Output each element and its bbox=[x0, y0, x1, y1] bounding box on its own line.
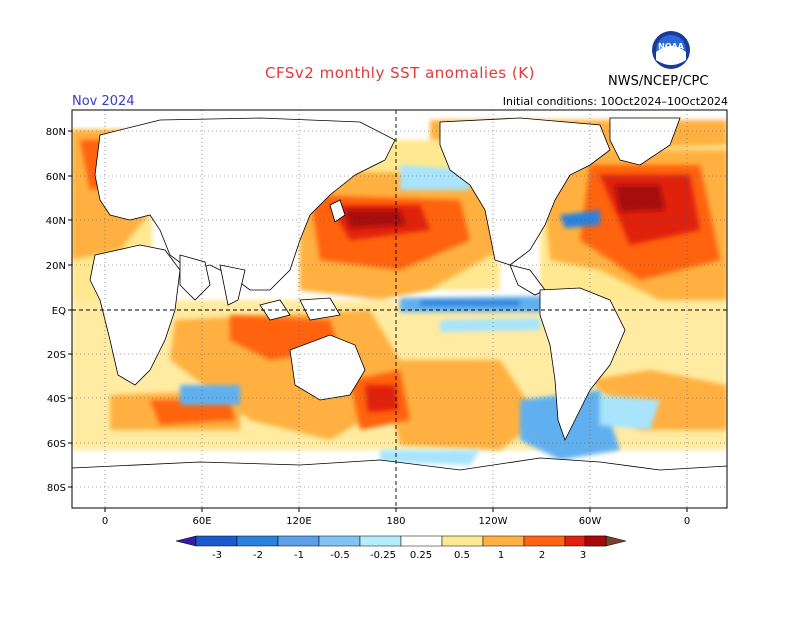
latitude-axis: 80N 60N 40N 20N EQ 20S 40S 60S 80S bbox=[46, 127, 72, 494]
lat-label: 20S bbox=[47, 350, 66, 361]
lon-label: 60E bbox=[192, 516, 211, 527]
lat-label: 60N bbox=[46, 172, 66, 183]
map-field bbox=[72, 110, 727, 508]
colorbar-tick: 3 bbox=[580, 550, 586, 561]
lon-label: 60W bbox=[579, 516, 602, 527]
agency-label: NWS/NCEP/CPC bbox=[608, 74, 709, 89]
lon-label: 0 bbox=[684, 516, 690, 527]
colorbar-tick: -0.5 bbox=[330, 550, 350, 561]
colorbar-bin bbox=[277, 535, 320, 547]
map-frame bbox=[71, 109, 728, 509]
lat-label: 40S bbox=[47, 394, 66, 405]
noaa-logo-icon: NOAA bbox=[652, 31, 690, 69]
continents bbox=[72, 117, 727, 508]
lon-label: 120E bbox=[286, 516, 311, 527]
colorbar-high-arrow bbox=[605, 535, 627, 547]
colorbar-bin bbox=[195, 535, 238, 547]
colorbar-tick: -0.25 bbox=[370, 550, 396, 561]
colorbar-bin bbox=[441, 535, 484, 547]
lat-label: 60S bbox=[47, 439, 66, 450]
forecast-month: Nov 2024 bbox=[72, 94, 135, 109]
logo-text: NOAA bbox=[658, 42, 684, 51]
colorbar-tick: -3 bbox=[212, 550, 222, 561]
lat-label: 80N bbox=[46, 127, 66, 138]
colorbar-low-arrow bbox=[175, 535, 197, 547]
colorbar-tick: 0.25 bbox=[410, 550, 432, 561]
lon-label: 120W bbox=[479, 516, 508, 527]
colorbar-bin bbox=[318, 535, 361, 547]
initial-conditions: Initial conditions: 10Oct2024–10Oct2024 bbox=[502, 95, 728, 108]
colorbar-tick: -1 bbox=[294, 550, 304, 561]
extreme-warm-areas bbox=[345, 185, 665, 228]
colorbar-bin bbox=[584, 535, 607, 547]
chart-title: CFSv2 monthly SST anomalies (K) bbox=[265, 64, 535, 82]
colorbar-bin bbox=[523, 535, 566, 547]
lat-label: EQ bbox=[52, 306, 66, 317]
colorbar: -3 -2 -1 -0.5 -0.25 0.25 0.5 1 2 3 bbox=[175, 535, 627, 561]
colorbar-bin bbox=[482, 535, 525, 547]
colorbar-bin bbox=[236, 535, 279, 547]
lat-label: 40N bbox=[46, 216, 66, 227]
colorbar-bin bbox=[359, 535, 402, 547]
colorbar-bin bbox=[400, 535, 443, 547]
lon-label: 180 bbox=[386, 516, 405, 527]
lat-label: 20N bbox=[46, 261, 66, 272]
colorbar-tick: -2 bbox=[253, 550, 263, 561]
equator-dateline bbox=[72, 110, 727, 508]
lon-label: 0 bbox=[102, 516, 108, 527]
colorbar-tick: 0.5 bbox=[454, 550, 470, 561]
colorbar-tick: 2 bbox=[539, 550, 545, 561]
colorbar-tick: 1 bbox=[498, 550, 504, 561]
lat-label: 80S bbox=[47, 483, 66, 494]
longitude-axis: 0 60E 120E 180 120W 60W 0 bbox=[102, 508, 690, 527]
